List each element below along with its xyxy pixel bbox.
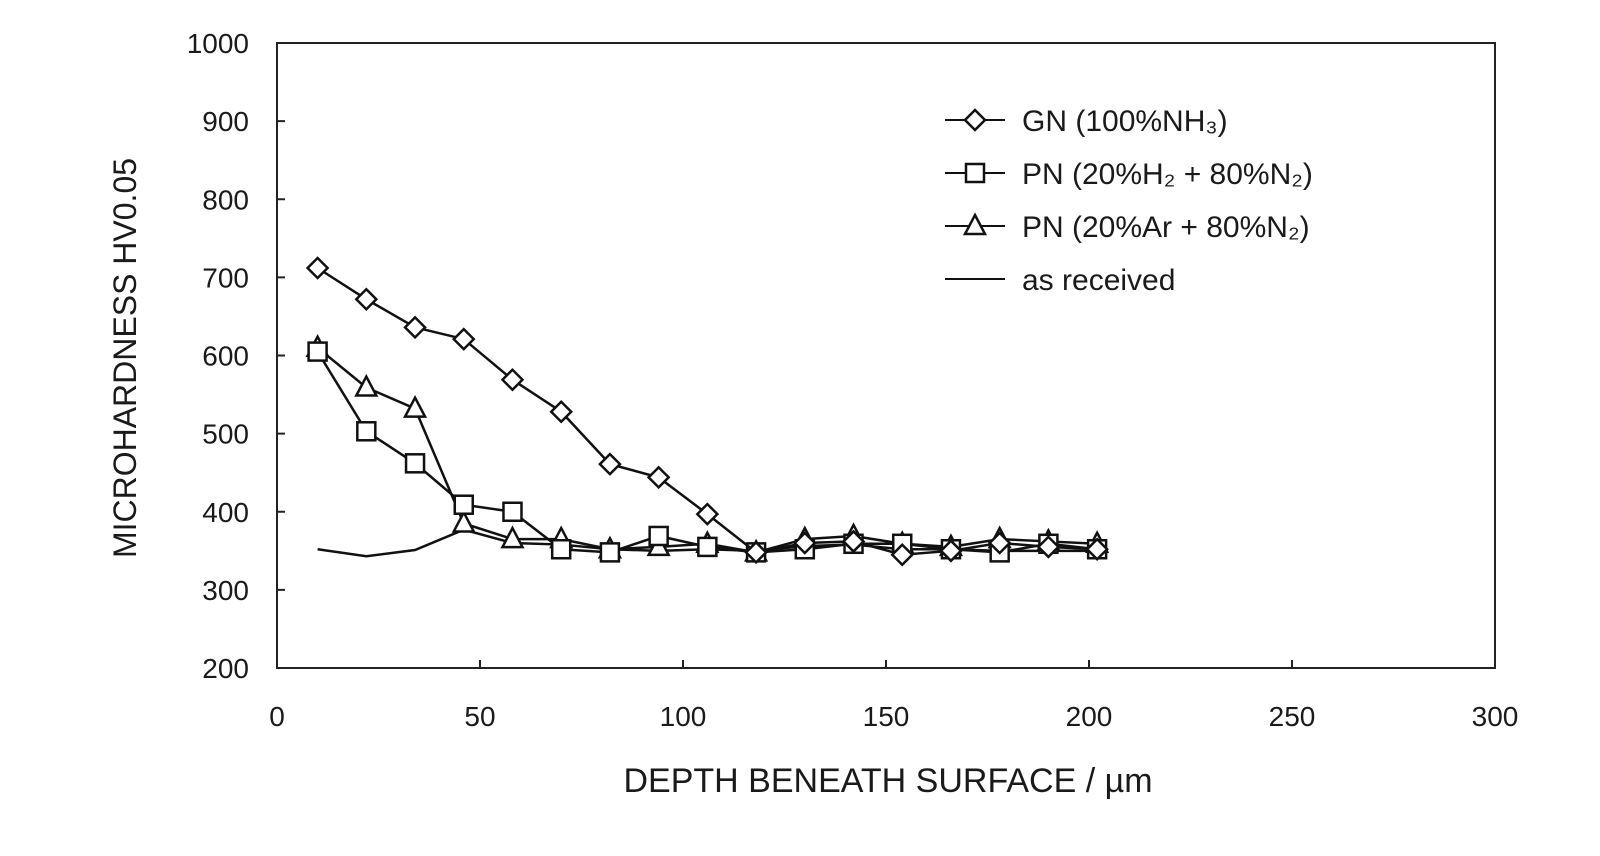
series-square: [307, 341, 1108, 563]
square-marker: [550, 539, 572, 560]
legend-entry: GN (100%NH₃): [945, 105, 1228, 138]
series-group: [305, 256, 1110, 567]
y-tick-label: 1000: [187, 28, 249, 59]
y-axis-label: MICROHARDNESS HV0.05: [107, 158, 143, 558]
diamond-marker: [744, 540, 768, 565]
x-tick-label: 300: [1472, 701, 1519, 732]
x-tick-label: 50: [464, 701, 495, 732]
triangle-marker: [354, 373, 379, 397]
y-tick-label: 500: [202, 419, 249, 450]
y-tick-label: 600: [202, 341, 249, 372]
diamond-marker: [354, 287, 379, 312]
x-axis: 0 50 100 150 200 250 300: [269, 660, 1518, 732]
diamond-marker: [841, 529, 866, 554]
y-tick-label: 900: [202, 106, 249, 137]
legend-entry: as received: [945, 264, 1175, 297]
y-axis: 200 300 400 500 600 700 800 900 1000: [187, 28, 285, 684]
triangle-marker: [451, 509, 476, 533]
diamond-marker: [695, 502, 720, 526]
legend-label: PN (20%Ar + 80%N₂): [1022, 211, 1310, 244]
legend-label: PN (20%H₂ + 80%N₂): [1022, 158, 1313, 191]
square-marker: [502, 501, 523, 522]
diamond-marker: [793, 531, 817, 555]
x-tick-label: 150: [863, 701, 910, 732]
y-tick-label: 300: [202, 575, 249, 606]
square-marker: [404, 453, 426, 474]
square-marker: [648, 525, 669, 547]
diamond-marker: [939, 539, 963, 563]
diamond-marker: [451, 327, 476, 351]
legend-entry: PN (20%Ar + 80%N₂): [945, 211, 1310, 244]
y-tick-label: 400: [202, 497, 249, 528]
diamond-marker: [549, 399, 573, 424]
diamond-marker: [1085, 537, 1109, 562]
diamond-marker: [646, 465, 671, 490]
x-axis-label: DEPTH BENEATH SURFACE / µm: [623, 762, 1152, 800]
y-tick-label: 700: [202, 262, 249, 293]
triangle-marker: [402, 394, 428, 418]
triangle-marker: [500, 525, 525, 549]
diamond-marker: [987, 531, 1012, 555]
diamond-marker: [500, 367, 525, 392]
y-tick-label: 200: [202, 653, 249, 684]
square-marker: [307, 341, 328, 362]
square-marker: [599, 542, 621, 563]
square-marker: [697, 536, 718, 558]
legend-label: as received: [1022, 264, 1175, 297]
legend-label: GN (100%NH₃): [1022, 105, 1228, 138]
legend: GN (100%NH₃) PN (20%H₂ + 80%N₂) PN (20%Ar …: [945, 105, 1313, 297]
square-marker: [356, 421, 377, 442]
square-marker: [453, 494, 475, 515]
plot-frame: [276, 42, 1496, 669]
x-tick-label: 200: [1066, 701, 1113, 732]
x-tick-label: 0: [269, 701, 285, 732]
square-marker: [964, 162, 986, 184]
diamond-marker: [403, 315, 427, 340]
y-tick-label: 800: [202, 184, 249, 215]
triangle-marker: [962, 212, 988, 236]
diamond-marker: [890, 542, 915, 567]
x-tick-label: 100: [660, 701, 707, 732]
diamond-marker: [305, 256, 330, 280]
diamond-marker: [1036, 535, 1061, 559]
legend-entry: PN (20%H₂ + 80%N₂): [945, 158, 1313, 191]
diamond-marker: [598, 452, 622, 476]
diamond-marker: [963, 108, 987, 132]
series-diamond: [305, 256, 1109, 567]
x-tick-label: 250: [1269, 701, 1316, 732]
series-triangle: [305, 334, 1110, 562]
